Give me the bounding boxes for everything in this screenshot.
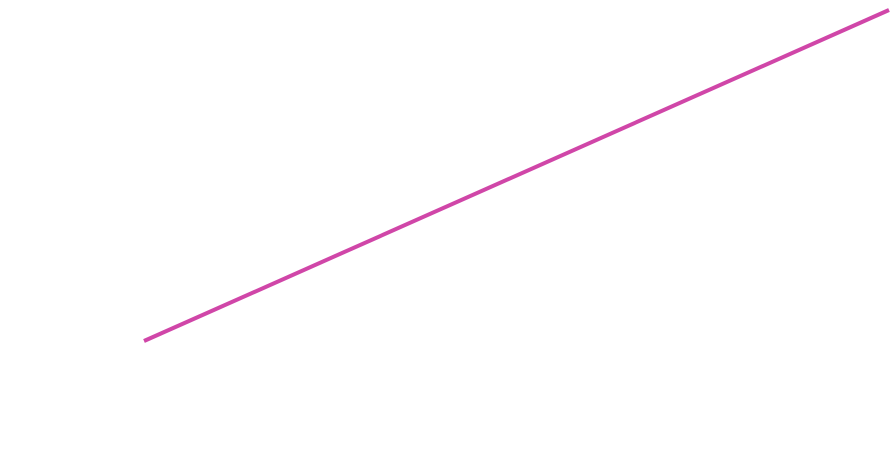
diagonal-line: [143, 8, 890, 343]
